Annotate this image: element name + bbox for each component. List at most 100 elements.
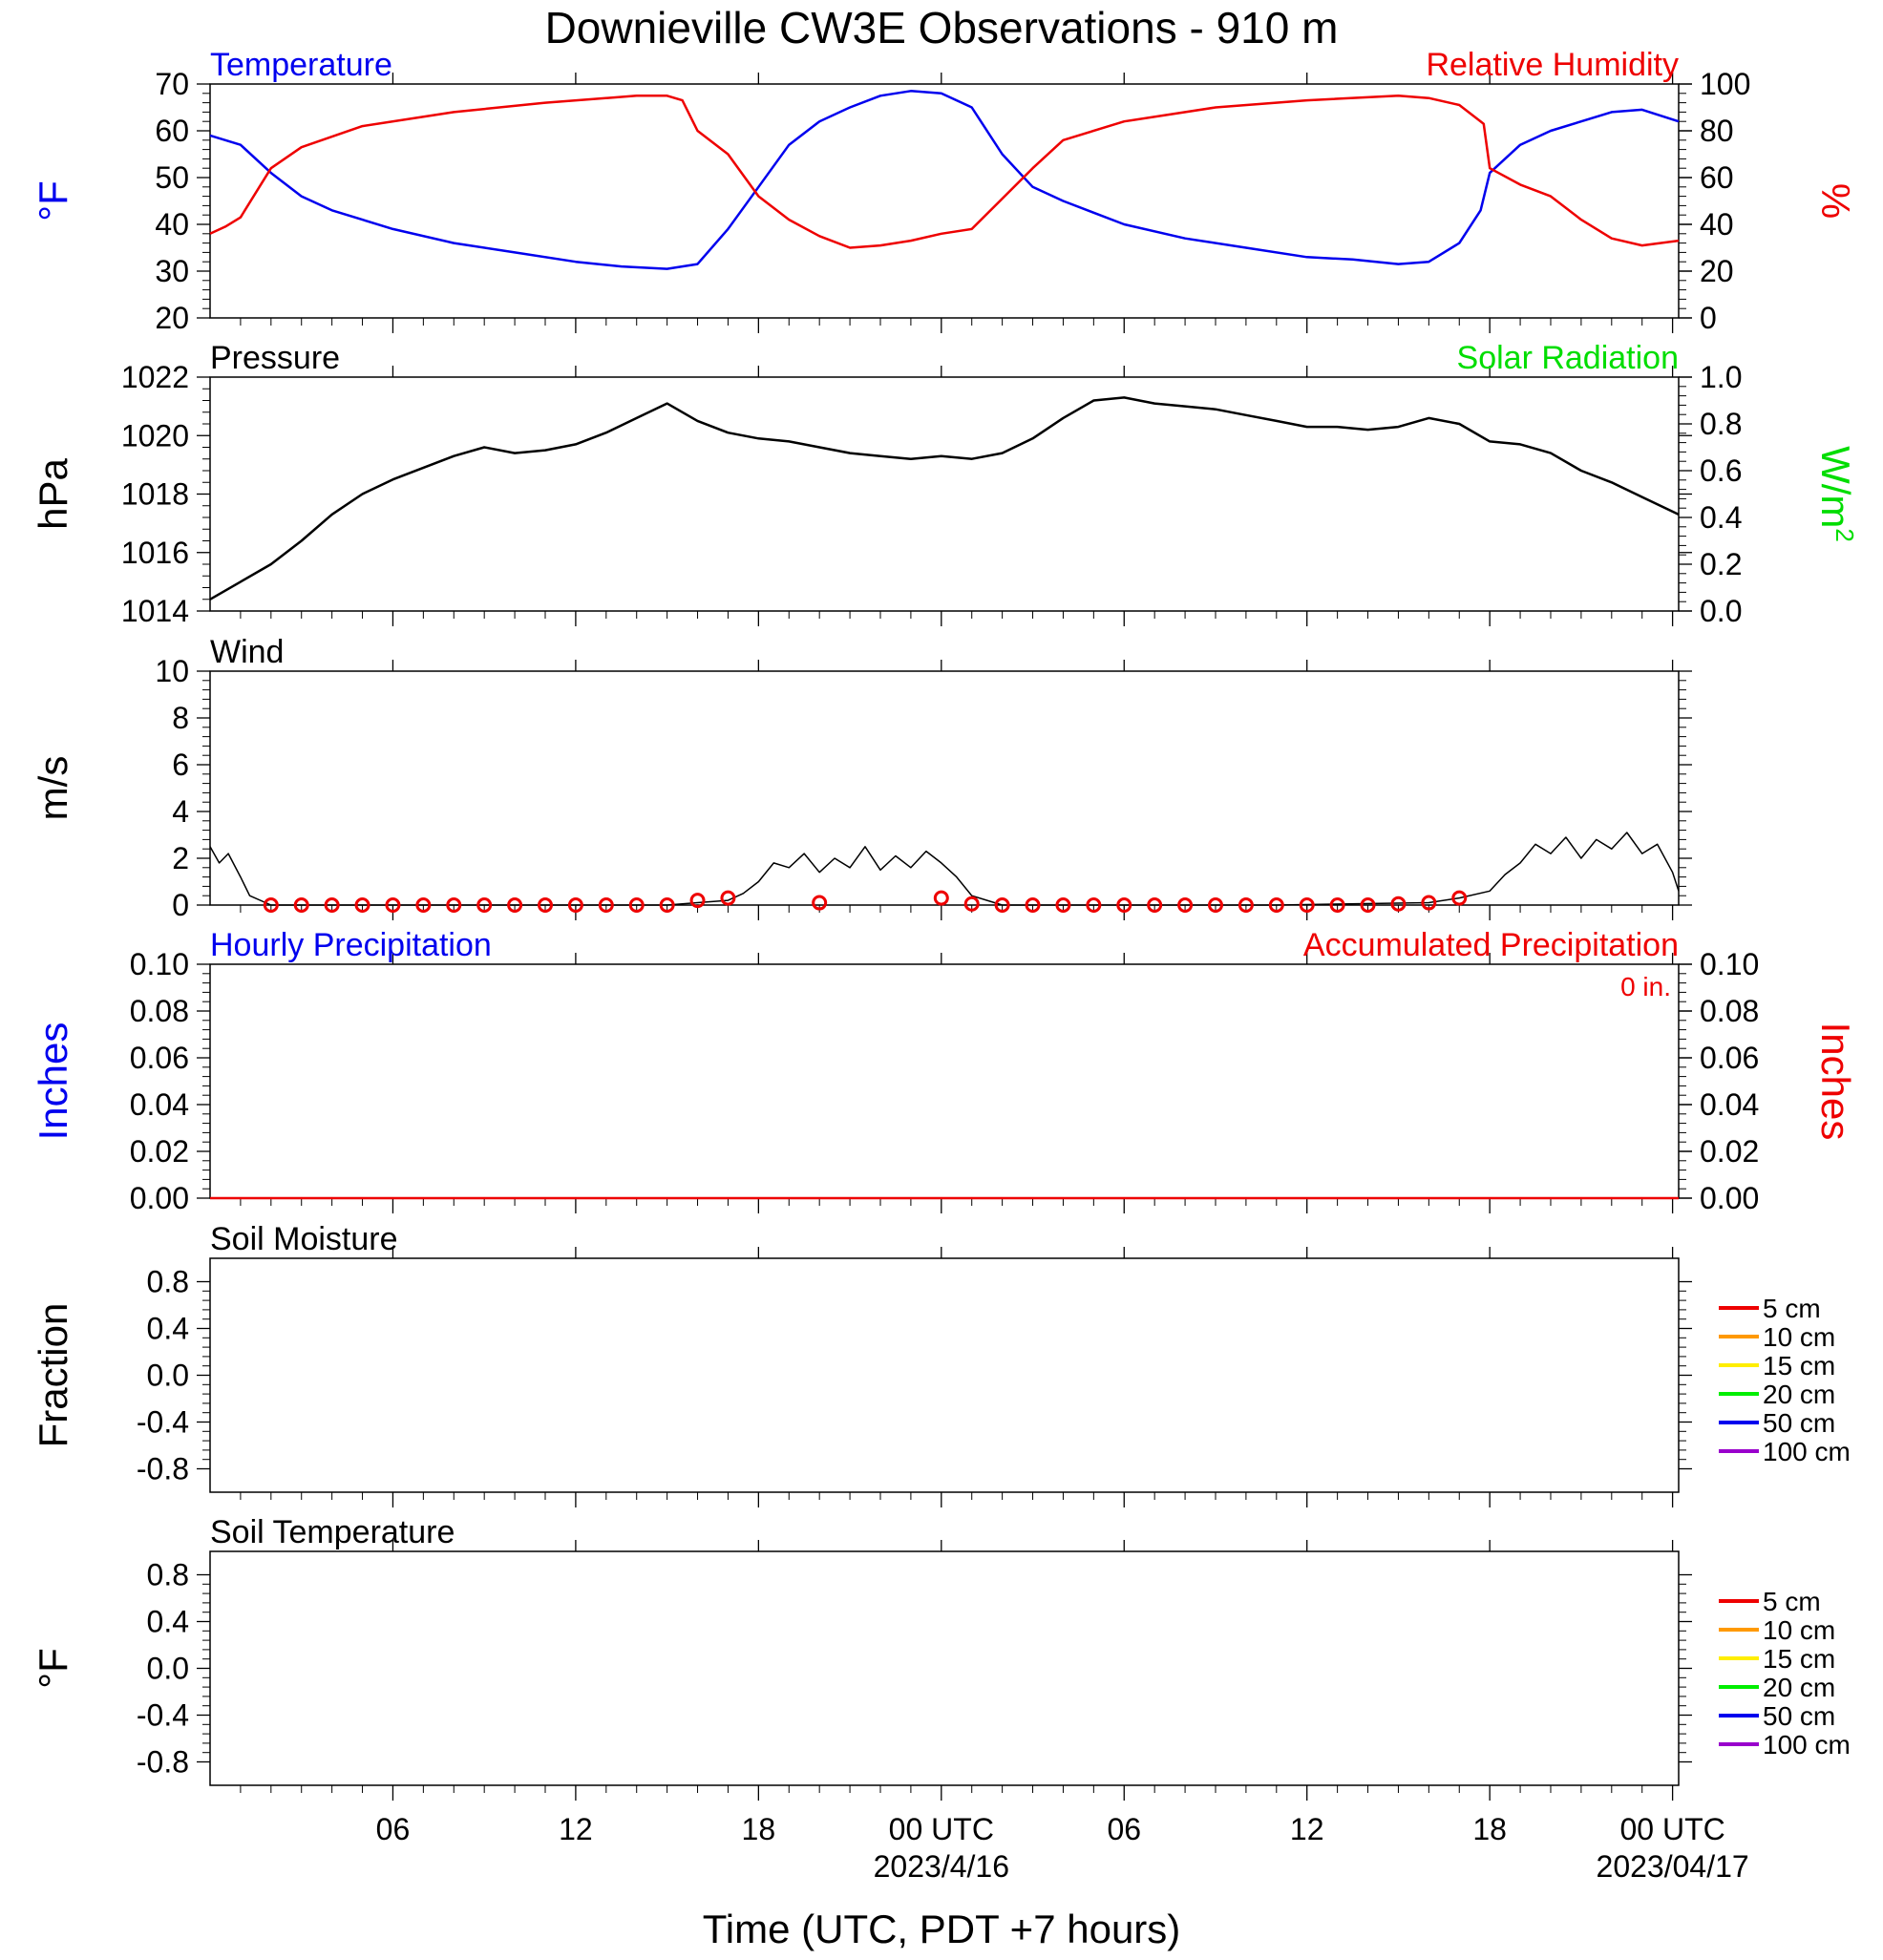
y-tick-label-left: -0.4 <box>137 1405 189 1440</box>
y-tick-label-right: 20 <box>1700 254 1734 288</box>
plot-frame <box>209 83 1680 319</box>
y-tick-label-left: 0.8 <box>147 1265 189 1299</box>
x-tick-label: 00 UTC <box>1619 1812 1724 1846</box>
y-tick-label-left: -0.8 <box>137 1452 189 1486</box>
wind-calm-marker <box>659 897 675 913</box>
wind-calm-marker <box>446 897 462 913</box>
y-tick-label-left: 50 <box>155 160 189 195</box>
wind-calm-marker <box>385 897 401 913</box>
y-tick-label-right: 0.0 <box>1700 594 1742 628</box>
y-tick-label-left: 1022 <box>121 360 189 394</box>
y-tick-label-right: 0.8 <box>1700 407 1742 441</box>
y-tick-label-left: 0.8 <box>147 1558 189 1592</box>
wind-calm-marker <box>537 897 553 913</box>
legend-label: 10 cm <box>1763 1322 1835 1352</box>
y-axis-title-left: hPa <box>31 457 75 529</box>
y-tick-label-left: 40 <box>155 207 189 242</box>
wind-calm-marker <box>933 890 949 906</box>
series-relative-humidity <box>209 95 1680 249</box>
wind-calm-marker <box>963 896 980 912</box>
panel-title-left: Temperature <box>210 47 392 83</box>
legend-label: 50 cm <box>1763 1408 1835 1438</box>
panel-title-right: Solar Radiation <box>1457 340 1679 376</box>
legend-label: 20 cm <box>1763 1380 1835 1409</box>
y-tick-label-left: 0.0 <box>147 1359 189 1393</box>
legend-label: 100 cm <box>1763 1730 1851 1760</box>
y-tick-label-right: 0.08 <box>1700 994 1759 1028</box>
y-tick-label-right: 0.6 <box>1700 453 1742 488</box>
wind-calm-marker <box>507 897 523 913</box>
y-tick-label-left: 0.04 <box>130 1087 189 1122</box>
y-tick-label-left: 1018 <box>121 477 189 512</box>
x-tick-label: 18 <box>1472 1812 1507 1846</box>
y-tick-label-right: 0.06 <box>1700 1041 1759 1075</box>
y-tick-label-left: 70 <box>155 67 189 101</box>
plot-frame <box>209 963 1680 1199</box>
wind-calm-marker <box>476 897 493 913</box>
accumulation-annotation: 0 in. <box>1620 972 1671 1001</box>
wind-calm-marker <box>1360 897 1376 913</box>
x-tick-label: 18 <box>742 1812 776 1846</box>
wind-calm-marker <box>293 897 309 913</box>
wind-calm-marker <box>598 897 614 913</box>
y-tick-label-left: 6 <box>172 748 189 782</box>
panel-title-right: Accumulated Precipitation <box>1303 927 1679 963</box>
plot-frame <box>209 376 1680 612</box>
figure-title: Downieville CW3E Observations - 910 m <box>545 3 1339 53</box>
wind-calm-marker <box>1086 897 1102 913</box>
x-tick-date-label: 2023/04/17 <box>1597 1849 1749 1884</box>
legend-label: 5 cm <box>1763 1587 1821 1616</box>
y-tick-label-right: 0 <box>1700 301 1717 335</box>
y-tick-label-left: 0.02 <box>130 1134 189 1169</box>
y-tick-label-left: 0.10 <box>130 947 189 981</box>
y-tick-label-right: 0.2 <box>1700 547 1742 581</box>
plot-frame <box>209 1257 1680 1493</box>
y-tick-label-left: 1016 <box>121 536 189 570</box>
wind-calm-marker <box>1390 896 1407 912</box>
legend-label: 50 cm <box>1763 1701 1835 1731</box>
x-tick-label: 12 <box>1290 1812 1324 1846</box>
wind-calm-marker <box>720 890 736 906</box>
wind-calm-marker <box>1177 897 1194 913</box>
wind-calm-marker <box>1055 897 1071 913</box>
y-axis-title-right-superscript: 2 <box>1830 528 1859 541</box>
y-axis-title-right: W/m2 <box>1813 446 1859 542</box>
panel-pressure_solar: 1014 1016 1018 1020 1022 0.0 0.2 0.4 0.6 0.8 1.0 Pr… <box>31 340 1859 628</box>
x-axis-title: Time (UTC, PDT +7 hours) <box>703 1907 1181 1951</box>
wind-calm-marker <box>1207 897 1223 913</box>
y-axis-title-left: °F <box>31 1648 75 1688</box>
y-tick-label-right: 60 <box>1700 160 1734 195</box>
y-tick-label-left: 0.0 <box>147 1652 189 1686</box>
x-tick-label: 00 UTC <box>889 1812 994 1846</box>
y-tick-label-left: 0.4 <box>147 1605 189 1639</box>
x-tick-label: 06 <box>376 1812 411 1846</box>
y-tick-label-left: 0.4 <box>147 1312 189 1346</box>
wind-calm-marker <box>354 897 370 913</box>
legend-label: 15 cm <box>1763 1644 1835 1674</box>
y-tick-label-left: 1020 <box>121 418 189 453</box>
wind-calm-marker <box>1116 897 1132 913</box>
panel-title-left: Pressure <box>210 340 340 376</box>
y-tick-label-right: 0.04 <box>1700 1087 1759 1122</box>
y-tick-label-left: 1014 <box>121 594 189 628</box>
panel-title-left: Hourly Precipitation <box>210 927 492 963</box>
y-tick-label-right: 0.10 <box>1700 947 1759 981</box>
panel-title-right: Relative Humidity <box>1426 47 1679 83</box>
panel-soil_moisture: -0.8 -0.4 0.0 0.4 0.8 Soil Moisture Fraction 5 … <box>31 1221 1851 1507</box>
y-tick-label-right: 100 <box>1700 67 1750 101</box>
legend-label: 15 cm <box>1763 1351 1835 1380</box>
legend-label: 100 cm <box>1763 1437 1851 1466</box>
y-tick-label-left: 30 <box>155 254 189 288</box>
y-tick-label-right: 80 <box>1700 114 1734 148</box>
panel-precip: 0.00 0.02 0.04 0.06 0.08 0.10 0.00 0.02 0.04 0.06… <box>31 927 1858 1215</box>
panel-title-left: Wind <box>210 634 284 670</box>
x-tick-date-label: 2023/4/16 <box>874 1849 1009 1884</box>
panel-wind: 0 2 4 6 8 10 Wind m/s <box>31 634 1692 922</box>
y-axis-title-right: Inches <box>1813 1022 1858 1141</box>
wind-calm-marker <box>1329 897 1345 913</box>
y-tick-label-left: 0.08 <box>130 994 189 1028</box>
y-tick-label-right: 0.4 <box>1700 500 1742 535</box>
y-tick-label-left: 0 <box>172 888 189 922</box>
